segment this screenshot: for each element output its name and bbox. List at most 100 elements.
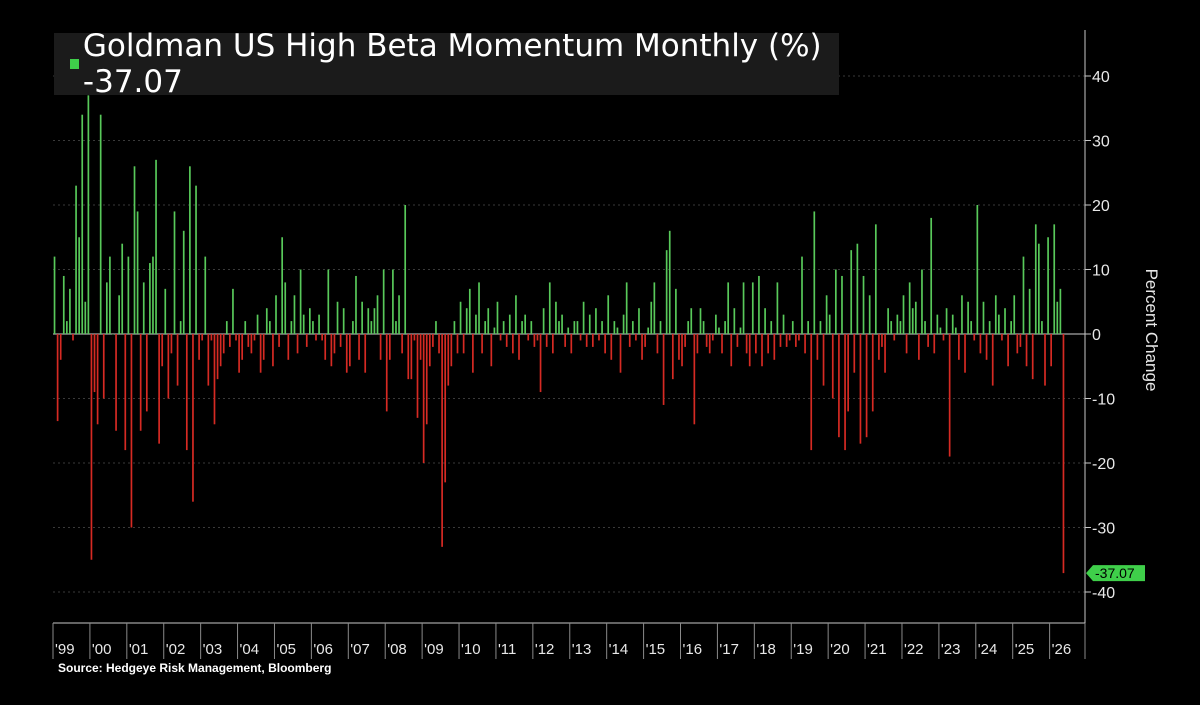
bar	[438, 334, 440, 354]
bar	[567, 327, 570, 334]
bar	[625, 282, 628, 334]
bar	[410, 334, 413, 380]
bar	[309, 308, 311, 334]
bar	[444, 334, 447, 483]
bar	[198, 334, 200, 360]
bar	[416, 334, 419, 418]
bar	[733, 308, 736, 334]
bar	[1010, 321, 1013, 334]
bar	[647, 327, 650, 334]
bar	[373, 308, 376, 334]
x-tick-label: '20	[830, 641, 850, 658]
bar	[435, 321, 437, 334]
x-tick-label: '19	[793, 641, 813, 658]
bar	[893, 334, 896, 341]
y-tick-label: 20	[1092, 198, 1110, 215]
bar	[136, 211, 139, 334]
bar	[407, 334, 410, 380]
bar	[385, 334, 388, 412]
bar	[336, 301, 339, 334]
bar	[579, 334, 582, 341]
bar	[225, 321, 228, 334]
bar	[210, 334, 213, 341]
x-tick-label: '13	[572, 641, 592, 658]
x-tick-label: '09	[424, 641, 444, 658]
bar	[911, 308, 914, 334]
bar	[508, 314, 511, 334]
bar	[142, 282, 145, 334]
bar	[868, 295, 871, 334]
bar	[124, 334, 127, 451]
bar	[256, 314, 259, 334]
bar	[828, 314, 831, 334]
bar	[727, 282, 730, 334]
bar	[333, 334, 336, 354]
x-tick-label: '17	[719, 641, 739, 658]
x-tick-label: '02	[166, 641, 186, 658]
bar	[561, 314, 563, 334]
bar	[644, 334, 646, 347]
y-axis-label: Percent Change	[1142, 269, 1161, 392]
bar	[1007, 334, 1009, 367]
bar	[665, 250, 668, 334]
bar	[945, 308, 948, 334]
x-tick-label: '25	[1015, 641, 1035, 658]
bar	[204, 256, 207, 334]
y-tick-label: -40	[1092, 585, 1115, 602]
bar	[745, 334, 748, 354]
bar	[662, 334, 665, 405]
bar	[838, 334, 840, 438]
bar	[831, 334, 834, 399]
bar	[352, 321, 354, 334]
bar	[84, 301, 87, 334]
bar	[653, 282, 656, 334]
x-tick-label: '23	[941, 641, 961, 658]
bar	[785, 334, 788, 347]
bar	[527, 334, 530, 341]
bar	[994, 295, 997, 334]
x-tick-label: '15	[646, 641, 666, 658]
bar	[874, 224, 877, 334]
bar	[441, 334, 443, 547]
bar	[259, 334, 262, 373]
bar	[459, 301, 462, 334]
x-tick-label: '12	[535, 641, 555, 658]
bar	[991, 334, 994, 386]
x-tick-label: '16	[683, 641, 703, 658]
bar	[862, 275, 865, 334]
bar	[149, 263, 151, 334]
bar	[1034, 224, 1037, 334]
bar	[628, 334, 631, 347]
x-tick-label: '00	[92, 641, 112, 658]
bar	[422, 334, 425, 463]
bar	[570, 334, 573, 354]
bar	[816, 334, 819, 360]
bar	[139, 334, 142, 431]
bar	[296, 334, 299, 354]
bar	[99, 114, 102, 334]
bar	[213, 334, 216, 425]
y-tick-label: -30	[1092, 521, 1115, 538]
bar	[382, 269, 385, 334]
bar	[518, 334, 520, 360]
bar	[1016, 334, 1019, 354]
bar	[881, 334, 883, 347]
bar	[1059, 288, 1062, 334]
bar	[1025, 334, 1028, 367]
bar	[773, 334, 776, 360]
chart-title-box: Goldman US High Beta Momentum Monthly (%…	[54, 28, 839, 100]
bar	[555, 301, 557, 334]
bar	[536, 334, 539, 341]
bar	[631, 321, 634, 334]
bar	[761, 334, 763, 367]
bar	[856, 243, 859, 334]
bar	[167, 334, 170, 399]
y-tick-label: 0	[1092, 327, 1101, 344]
bar	[954, 327, 957, 334]
bar	[62, 275, 65, 334]
bar	[189, 166, 191, 334]
bar	[164, 288, 167, 334]
bar	[247, 334, 250, 347]
bar	[1022, 256, 1025, 334]
bar	[711, 334, 714, 341]
